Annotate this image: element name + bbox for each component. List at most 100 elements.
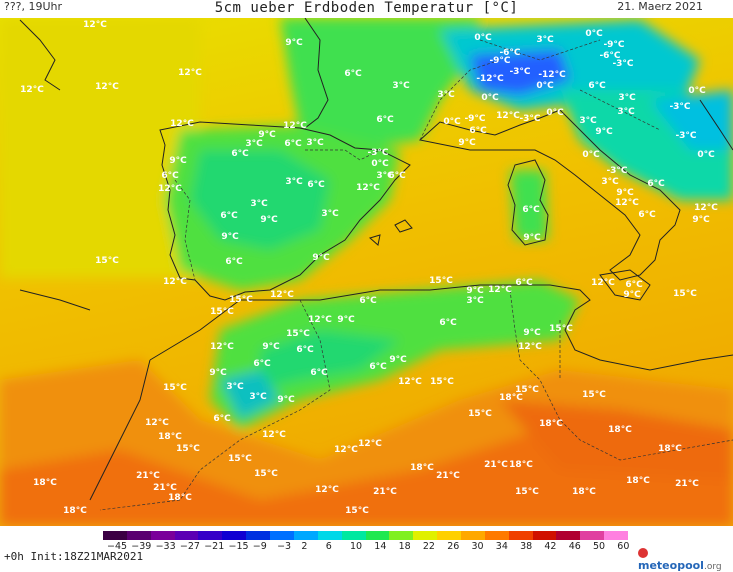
meteopool-logo[interactable]: meteopool.org (638, 546, 733, 572)
temperature-label: 3°C (321, 209, 339, 219)
temperature-label: 6°C (253, 359, 271, 369)
temperature-label: 12°C (20, 85, 44, 95)
temperature-label: 3°C (617, 107, 635, 117)
temperature-label: 0°C (585, 29, 603, 39)
temperature-label: 15°C (515, 487, 539, 497)
temperature-label: 6°C (522, 205, 540, 215)
temperature-label: 21°C (675, 479, 699, 489)
color-scale-segment (270, 531, 295, 540)
temperature-label: -3°C (669, 102, 690, 112)
temperature-label: 6°C (638, 210, 656, 220)
temperature-label: 12°C (591, 278, 615, 288)
temperature-label: 12°C (95, 82, 119, 92)
temperature-label: -12°C (476, 74, 504, 84)
temperature-label: 18°C (539, 419, 563, 429)
temperature-label: 12°C (356, 183, 380, 193)
temperature-label: 12°C (398, 377, 422, 387)
color-scale-tick: −27 (179, 541, 200, 552)
temperature-label: 15°C (429, 276, 453, 286)
color-scale-tick: 42 (544, 541, 557, 552)
logo-icon (638, 548, 648, 558)
temperature-label: 6°C (647, 179, 665, 189)
temperature-label: 9°C (258, 130, 276, 140)
temperature-label: 3°C (601, 177, 619, 187)
temperature-label: 3°C (536, 35, 554, 45)
temperature-label: 9°C (221, 232, 239, 242)
temperature-label: 15°C (345, 506, 369, 516)
temperature-label: 3°C (466, 296, 484, 306)
header-bar: ???, 19Uhr 5cm ueber Erdboden Temperatur… (0, 0, 733, 20)
temperature-label: 6°C (231, 149, 249, 159)
color-scale-tick: 22 (422, 541, 435, 552)
temperature-label: 0°C (546, 108, 564, 118)
temperature-label: 6°C (284, 139, 302, 149)
temperature-label: 6°C (161, 171, 179, 181)
temperature-label: 9°C (616, 188, 634, 198)
color-scale-tick: 50 (593, 541, 606, 552)
temperature-label: 3°C (579, 116, 597, 126)
temperature-label: 21°C (136, 471, 160, 481)
color-scale-tick: −21 (204, 541, 225, 552)
temperature-label: 3°C (226, 382, 244, 392)
temperature-label: 12°C (315, 485, 339, 495)
temperature-label: -3°C (367, 148, 388, 158)
color-scale-segment (604, 531, 629, 540)
temperature-label: 15°C (430, 377, 454, 387)
temperature-label: -3°C (675, 131, 696, 141)
temperature-label: 9°C (277, 395, 295, 405)
temperature-label: 12°C (694, 203, 718, 213)
temperature-label: 3°C (306, 138, 324, 148)
temperature-label: -9°C (489, 56, 510, 66)
temperature-label: 15°C (468, 409, 492, 419)
color-scale-segment (174, 531, 199, 540)
color-scale-segment (484, 531, 510, 540)
temperature-label: 9°C (692, 215, 710, 225)
temperature-label: 15°C (286, 329, 310, 339)
map-title: 5cm ueber Erdboden Temperatur [°C] (214, 0, 519, 16)
temperature-label: 3°C (285, 177, 303, 187)
temperature-label: 18°C (572, 487, 596, 497)
temperature-label: 12°C (496, 111, 520, 121)
color-scale-tick: −9 (252, 541, 267, 552)
temperature-label: 6°C (359, 296, 377, 306)
temperature-label: 18°C (168, 493, 192, 503)
temperature-label: 9°C (623, 290, 641, 300)
temperature-label: -3°C (509, 67, 530, 77)
temperature-label: 9°C (389, 355, 407, 365)
color-scale-segment (293, 531, 319, 540)
temperature-label: -3°C (612, 59, 633, 69)
temperature-label: -3°C (606, 166, 627, 176)
temperature-label: 9°C (458, 138, 476, 148)
temperature-label: 18°C (410, 463, 434, 473)
temperature-label: 0°C (481, 93, 499, 103)
temperature-label: 6°C (344, 69, 362, 79)
temperature-label: 12°C (262, 430, 286, 440)
color-scale-tick: 2 (301, 541, 308, 552)
temperature-label: 12°C (334, 445, 358, 455)
temperature-label: 21°C (153, 483, 177, 493)
temperature-label: 12°C (163, 277, 187, 287)
color-scale-segment (508, 531, 534, 540)
temperature-label: 12°C (488, 285, 512, 295)
temperature-label: 6°C (296, 345, 314, 355)
temperature-label: 6°C (225, 257, 243, 267)
color-scale-bar (103, 531, 629, 540)
temperature-label: 0°C (688, 86, 706, 96)
color-scale-tick: −33 (155, 541, 176, 552)
temperature-label: 18°C (158, 432, 182, 442)
temperature-label: 6°C (220, 211, 238, 221)
color-scale-segment (126, 531, 152, 540)
temperature-label: 18°C (509, 460, 533, 470)
run-label: ???, 19Uhr (4, 0, 63, 13)
temperature-label: 9°C (595, 127, 613, 137)
temperature-label: 12°C (308, 315, 332, 325)
temperature-label: 6°C (588, 81, 606, 91)
temperature-label: 12°C (283, 121, 307, 131)
coastlines (19, 18, 733, 501)
date-label: 21. Maerz 2021 (617, 0, 703, 13)
borders (99, 39, 733, 511)
temperature-label: 12°C (518, 342, 542, 352)
color-scale-segment (150, 531, 176, 540)
temperature-label: 9°C (285, 38, 303, 48)
logo-tld: .org (703, 562, 722, 572)
